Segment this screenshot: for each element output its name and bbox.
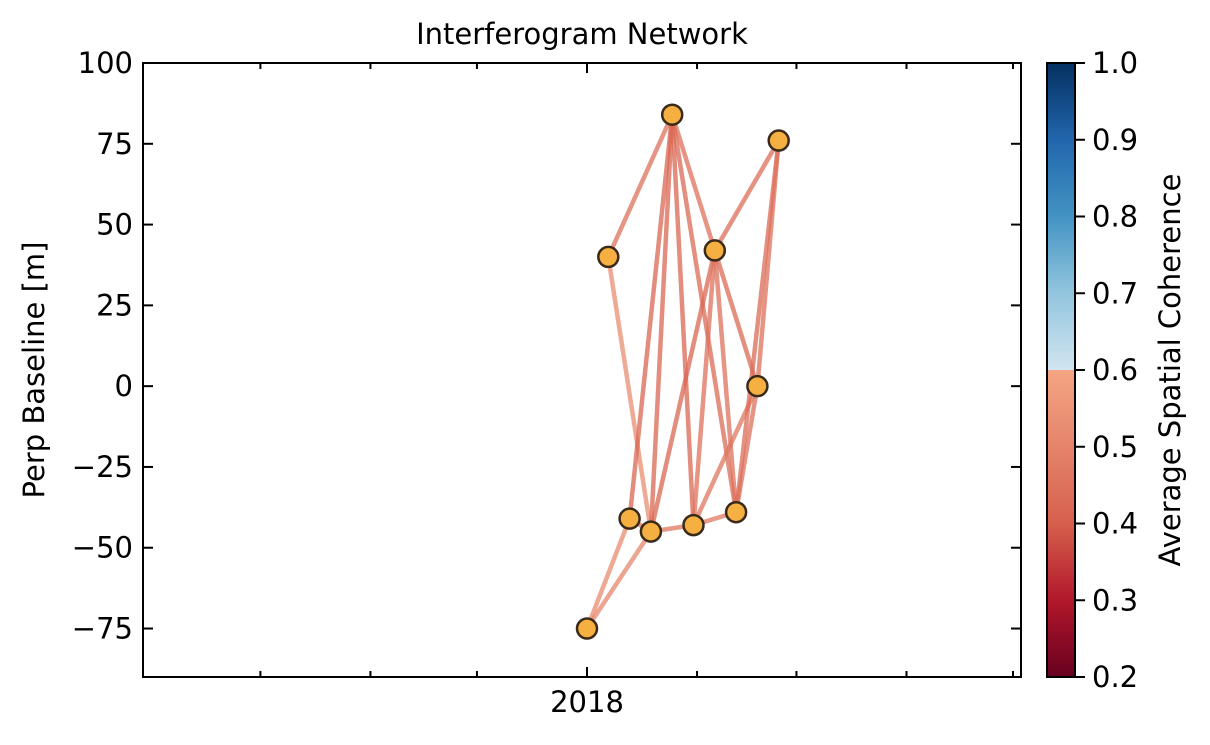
interferogram-line — [584, 529, 654, 631]
acquisition-point — [746, 374, 769, 398]
y-tick-label: 100 — [78, 46, 133, 80]
plot-frame — [142, 62, 1022, 678]
interferogram-line — [627, 112, 675, 521]
acquisition-point — [767, 129, 790, 152]
y-axis-ticks: 100 75 50 25 0 −25 −50 −75 — [72, 46, 1021, 646]
y-axis-label: Perp Baseline [m] — [17, 242, 51, 499]
interferogram-line — [648, 248, 718, 534]
interferogram-line — [712, 248, 739, 515]
y-tick-label: −25 — [72, 450, 133, 484]
interferogram-line — [712, 248, 760, 389]
interferogram-line — [606, 254, 654, 534]
acquisition-point — [575, 617, 599, 640]
y-tick-label: 0 — [115, 369, 133, 403]
acquisition-point — [639, 520, 663, 543]
interferogram-line — [648, 112, 675, 534]
colorbar-tick-label: 0.8 — [1092, 200, 1138, 234]
acquisition-point — [660, 103, 684, 126]
interferogram-line — [669, 112, 718, 253]
colorbar-tick-label: 0.6 — [1092, 353, 1138, 387]
colorbar-tick-label: 0.9 — [1092, 123, 1138, 157]
acquisition-point — [597, 245, 620, 269]
interferogram-line — [669, 112, 696, 528]
y-tick-label: 25 — [96, 288, 133, 322]
y-tick-label: 50 — [96, 208, 133, 242]
colorbar-tick-label: 0.2 — [1092, 660, 1138, 694]
acquisition-point — [618, 507, 641, 530]
acquisition-point — [703, 239, 727, 262]
y-tick-label: −75 — [72, 612, 133, 646]
colorbar-tick-label: 1.0 — [1092, 46, 1138, 80]
x-axis-ticks: 2018 — [259, 63, 1014, 719]
y-tick-label: −50 — [72, 531, 133, 565]
colorbar-tick-label: 0.4 — [1092, 507, 1138, 541]
interferogram-line — [669, 112, 739, 515]
interferogram-line — [584, 516, 632, 631]
colorbar-tick-label: 0.5 — [1092, 430, 1138, 464]
colorbar-tick-label: 0.3 — [1092, 583, 1138, 617]
interferogram-line — [733, 383, 760, 515]
chart-title: Interferogram Network — [416, 17, 748, 51]
interferogram-line — [691, 248, 718, 528]
interferogram-line — [755, 138, 781, 389]
interferogram-line — [606, 112, 675, 260]
acquisition-point — [724, 500, 748, 524]
colorbar-ticks: 0.2 0.3 0.4 0.5 0.6 0.7 0.8 0.9 1.0 — [1075, 46, 1138, 694]
colorbar — [1046, 62, 1076, 678]
acquisition-nodes — [575, 103, 790, 640]
acquisition-point — [682, 513, 705, 537]
x-tick-label: 2018 — [550, 685, 624, 719]
interferogram-line — [712, 138, 781, 253]
colorbar-label: Average Spatial Coherence — [1153, 174, 1187, 567]
interferogram-edges — [584, 112, 781, 631]
colorbar-tick-label: 0.7 — [1092, 276, 1138, 310]
y-tick-label: 75 — [96, 127, 133, 161]
